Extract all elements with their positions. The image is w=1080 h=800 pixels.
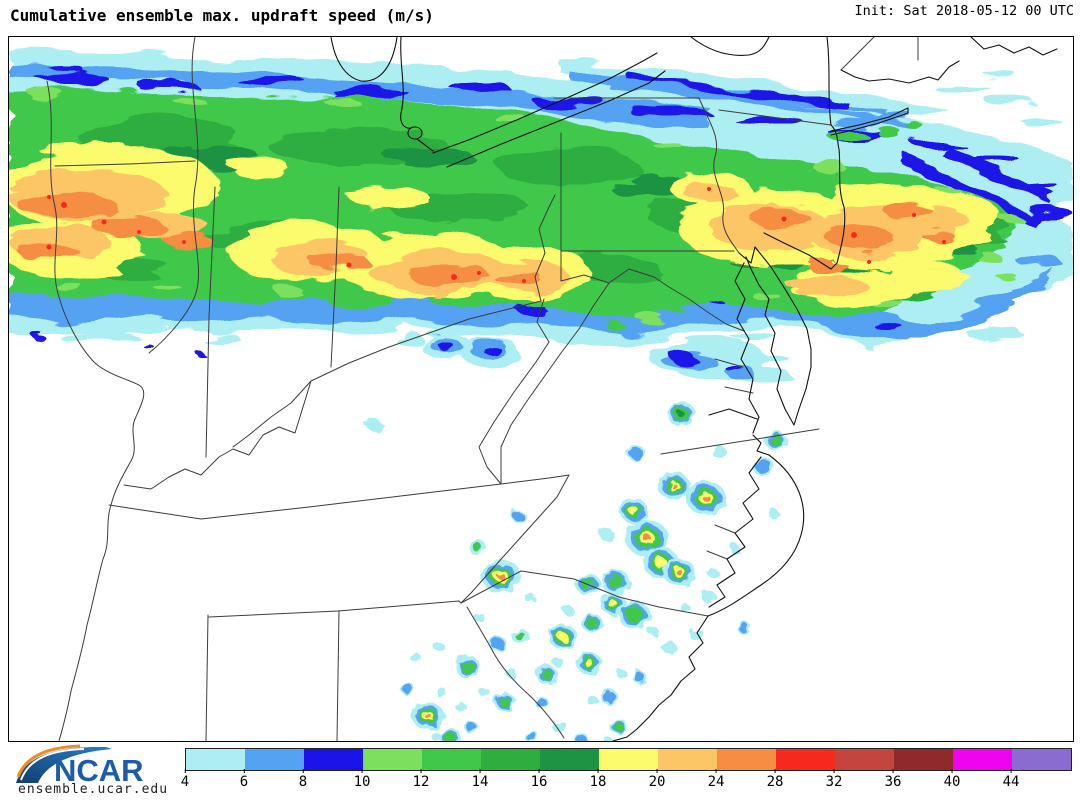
colorbar-cell	[245, 749, 304, 770]
colorbar-tick-label: 4	[181, 769, 189, 790]
colorbar-cell	[422, 749, 481, 770]
field-green-light-layer	[31, 92, 1021, 321]
map-svg	[9, 37, 1073, 741]
ncar-logo-text: NCAR	[54, 753, 144, 788]
ncar-logo-swoosh	[16, 746, 112, 783]
site-url: ensemble.ucar.edu	[18, 782, 169, 797]
colorbar-ticks: 4 6 8 10 12 14 16 18 20 24 28 32 36 40 44	[181, 769, 1080, 794]
colorbar-cell	[599, 749, 658, 770]
colorbar-tick-label: 44	[1003, 769, 1019, 790]
colorbar-cell	[658, 749, 717, 770]
colorbar-tick-label: 16	[531, 769, 547, 790]
colorbar	[185, 748, 1072, 771]
field-orange-layer	[19, 195, 955, 287]
colorbar-tick-label: 8	[299, 769, 307, 790]
colorbar-cell	[953, 749, 1012, 770]
colorbar-cell	[186, 749, 245, 770]
colorbar-tick-label: 24	[708, 769, 724, 790]
colorbar-tick-label: 28	[767, 769, 783, 790]
colorbar-cell	[717, 749, 776, 770]
ncar-logo: NCAR	[16, 744, 144, 788]
colorbar-tick-label: 6	[240, 769, 248, 790]
colorbar-cell	[540, 749, 599, 770]
colorbar-tick-label: 40	[944, 769, 960, 790]
init-time: Init: Sat 2018-05-12 00 UTC	[854, 3, 1074, 19]
colorbar-cells	[186, 749, 1071, 770]
colorbar-cell	[481, 749, 540, 770]
colorbar-tick-label: 14	[472, 769, 488, 790]
colorbar-tick-label: 18	[590, 769, 606, 790]
state-borders	[46, 37, 919, 741]
colorbar-cell	[363, 749, 422, 770]
colorbar-tick-label: 10	[354, 769, 370, 790]
colorbar-cell	[835, 749, 894, 770]
ncar-logo-white-arc	[20, 748, 85, 781]
colorbar-tick-label: 32	[826, 769, 842, 790]
colorbar-tick-label: 36	[885, 769, 901, 790]
page-title: Cumulative ensemble max. updraft speed (…	[10, 6, 434, 25]
colorbar-cell	[1012, 749, 1071, 770]
colorbar-cell	[894, 749, 953, 770]
colorbar-tick-label: 12	[413, 769, 429, 790]
colorbar-cell	[304, 749, 363, 770]
weather-map	[8, 36, 1074, 742]
colorbar-cell	[776, 749, 835, 770]
field-convective-cells	[366, 401, 787, 741]
field-red-specks	[46, 187, 946, 283]
ncar-logo-orange-arc	[16, 744, 81, 778]
coastline	[330, 37, 1058, 741]
colorbar-tick-label: 20	[649, 769, 665, 790]
